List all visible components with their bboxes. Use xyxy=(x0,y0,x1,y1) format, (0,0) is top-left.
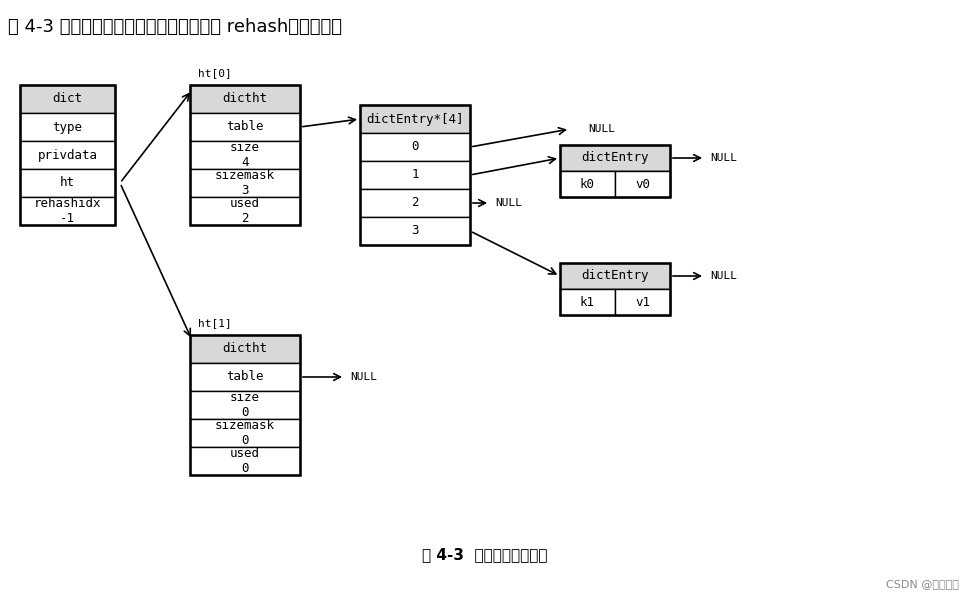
Bar xyxy=(615,289,670,315)
Text: dictEntry: dictEntry xyxy=(581,152,649,165)
Bar xyxy=(560,263,670,289)
Bar xyxy=(560,289,670,315)
Bar xyxy=(560,145,670,171)
Text: 图 4-3 展示了一个普通状态下（没有进行 rehash）的字典。: 图 4-3 展示了一个普通状态下（没有进行 rehash）的字典。 xyxy=(8,18,342,36)
Bar xyxy=(360,189,470,217)
Text: ht: ht xyxy=(60,177,75,189)
Text: size
4: size 4 xyxy=(230,141,260,169)
Bar xyxy=(190,113,300,141)
Bar xyxy=(20,141,115,169)
Text: ht[1]: ht[1] xyxy=(198,318,232,328)
Bar xyxy=(360,105,470,133)
Bar xyxy=(360,133,470,161)
Bar xyxy=(560,289,615,315)
Text: used
2: used 2 xyxy=(230,197,260,225)
Text: NULL: NULL xyxy=(710,271,737,281)
Text: 0: 0 xyxy=(411,141,419,153)
Text: dict: dict xyxy=(52,92,82,105)
Bar xyxy=(360,161,470,189)
Text: sizemask
0: sizemask 0 xyxy=(215,419,275,447)
Text: k1: k1 xyxy=(580,295,595,308)
Text: dictEntry*[4]: dictEntry*[4] xyxy=(366,113,464,126)
Text: 1: 1 xyxy=(411,168,419,181)
Text: NULL: NULL xyxy=(710,153,737,163)
Bar xyxy=(20,85,115,225)
Bar xyxy=(20,197,115,225)
Text: k0: k0 xyxy=(580,177,595,190)
Text: v0: v0 xyxy=(635,177,650,190)
Text: size
0: size 0 xyxy=(230,391,260,419)
Bar xyxy=(20,169,115,197)
Bar xyxy=(190,447,300,475)
Text: dictht: dictht xyxy=(223,343,267,355)
Bar xyxy=(560,171,670,197)
Bar xyxy=(190,85,300,225)
Text: 2: 2 xyxy=(411,196,419,210)
Text: v1: v1 xyxy=(635,295,650,308)
Bar xyxy=(190,335,300,363)
Text: used
0: used 0 xyxy=(230,447,260,475)
Bar xyxy=(560,145,670,197)
Text: NULL: NULL xyxy=(495,198,522,208)
Text: rehashidx
-1: rehashidx -1 xyxy=(34,197,101,225)
Bar xyxy=(190,141,300,169)
Text: table: table xyxy=(226,120,264,134)
Bar xyxy=(560,171,615,197)
Bar xyxy=(190,197,300,225)
Bar xyxy=(360,105,470,245)
Text: type: type xyxy=(52,120,82,134)
Text: table: table xyxy=(226,371,264,383)
Bar xyxy=(560,263,670,315)
Text: sizemask
3: sizemask 3 xyxy=(215,169,275,197)
Text: ht[0]: ht[0] xyxy=(198,68,232,78)
Text: CSDN @没瓢的瓜: CSDN @没瓢的瓜 xyxy=(886,579,959,589)
Bar xyxy=(190,85,300,113)
Bar xyxy=(615,171,670,197)
Bar xyxy=(20,113,115,141)
Bar xyxy=(360,217,470,245)
Text: NULL: NULL xyxy=(350,372,377,382)
Bar xyxy=(190,169,300,197)
Text: 3: 3 xyxy=(411,225,419,237)
Bar xyxy=(190,419,300,447)
Text: NULL: NULL xyxy=(588,124,615,134)
Bar xyxy=(190,391,300,419)
Text: privdata: privdata xyxy=(38,149,98,162)
Text: 图 4-3  普通状态下的字典: 图 4-3 普通状态下的字典 xyxy=(422,547,547,562)
Text: dictht: dictht xyxy=(223,92,267,105)
Text: dictEntry: dictEntry xyxy=(581,270,649,283)
Bar xyxy=(190,363,300,391)
Bar xyxy=(190,335,300,475)
Bar xyxy=(20,85,115,113)
